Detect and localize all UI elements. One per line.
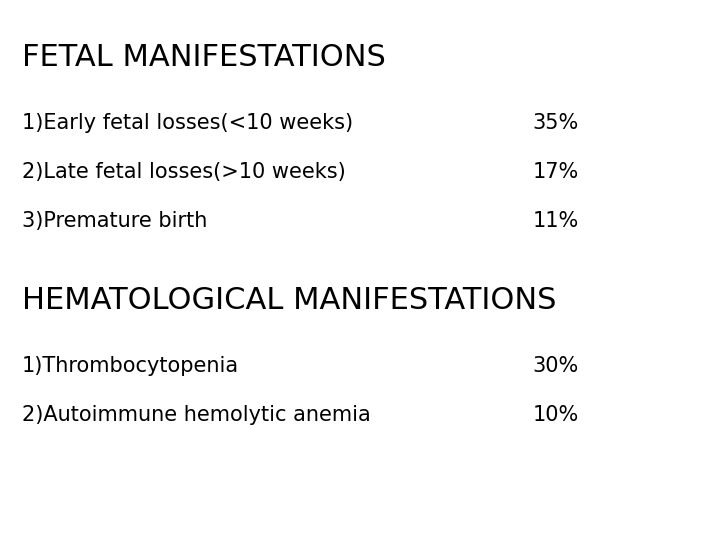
Text: FETAL MANIFESTATIONS: FETAL MANIFESTATIONS <box>22 43 385 72</box>
Text: 3)Premature birth: 3)Premature birth <box>22 211 207 231</box>
Text: 10%: 10% <box>533 405 579 425</box>
Text: 2)Late fetal losses(>10 weeks): 2)Late fetal losses(>10 weeks) <box>22 162 346 182</box>
Text: 1)Thrombocytopenia: 1)Thrombocytopenia <box>22 356 239 376</box>
Text: 1)Early fetal losses(<10 weeks): 1)Early fetal losses(<10 weeks) <box>22 113 353 133</box>
Text: 11%: 11% <box>533 211 579 231</box>
Text: 35%: 35% <box>533 113 579 133</box>
Text: HEMATOLOGICAL MANIFESTATIONS: HEMATOLOGICAL MANIFESTATIONS <box>22 286 556 315</box>
Text: 30%: 30% <box>533 356 579 376</box>
Text: 2)Autoimmune hemolytic anemia: 2)Autoimmune hemolytic anemia <box>22 405 370 425</box>
Text: 17%: 17% <box>533 162 579 182</box>
